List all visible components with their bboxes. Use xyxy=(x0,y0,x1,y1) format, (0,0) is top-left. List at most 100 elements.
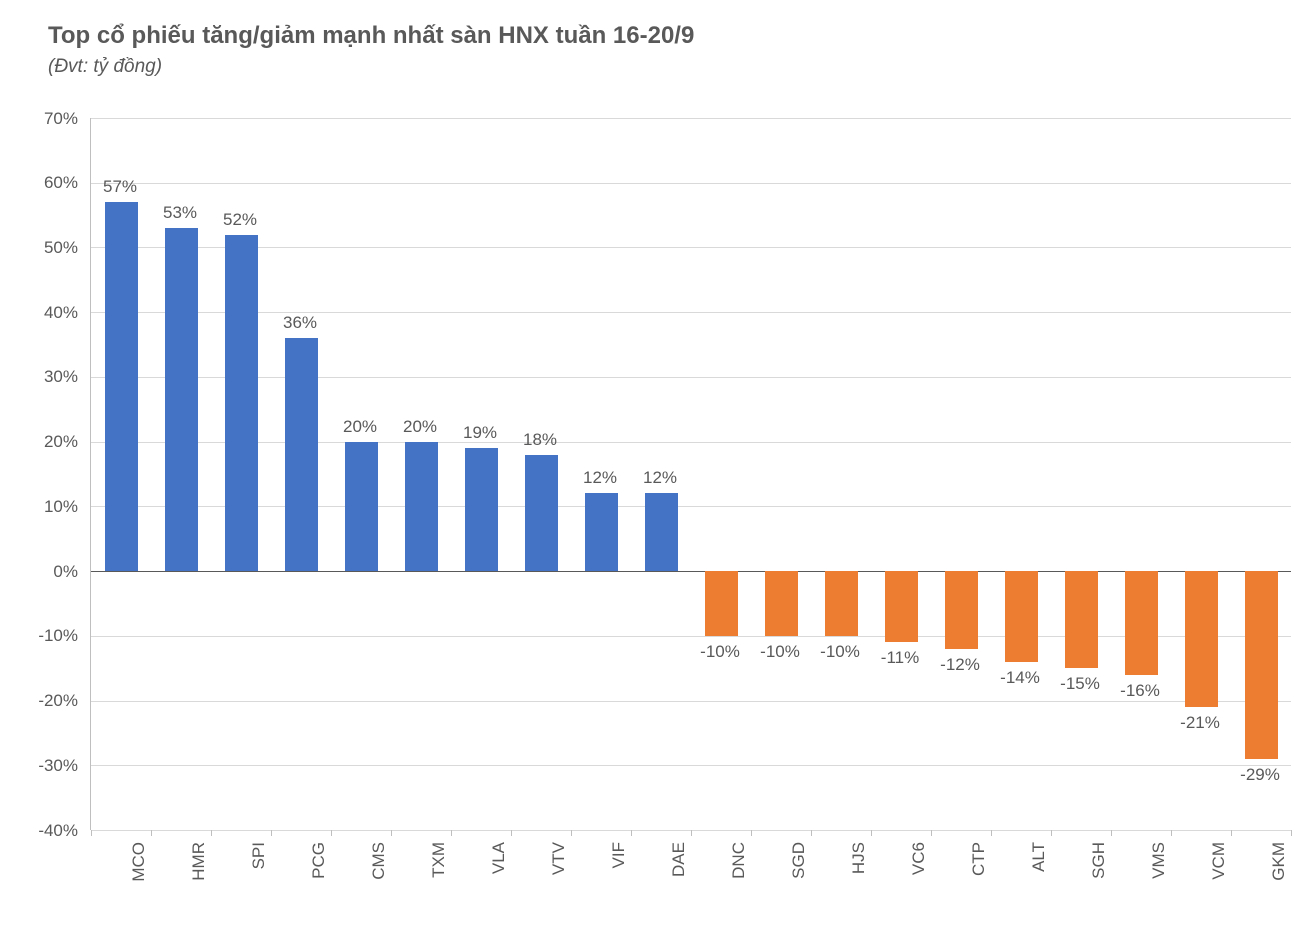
bar xyxy=(1185,571,1218,707)
y-tick-label: 0% xyxy=(0,562,78,582)
bar xyxy=(765,571,798,636)
chart-title: Top cổ phiếu tăng/giảm mạnh nhất sàn HNX… xyxy=(48,22,694,50)
x-tick-label: SGD xyxy=(789,842,809,942)
data-label: 36% xyxy=(270,313,330,333)
data-label: -10% xyxy=(810,642,870,662)
data-label: -12% xyxy=(930,655,990,675)
y-tick-label: -20% xyxy=(0,691,78,711)
x-tick-label: SGH xyxy=(1089,842,1109,942)
data-label: 52% xyxy=(210,210,270,230)
x-tick-mark xyxy=(811,830,812,836)
x-tick-mark xyxy=(1111,830,1112,836)
data-label: 53% xyxy=(150,203,210,223)
x-tick-mark xyxy=(511,830,512,836)
bar xyxy=(885,571,918,642)
x-tick-label: VTV xyxy=(549,842,569,942)
bar xyxy=(1005,571,1038,662)
x-tick-label: VIF xyxy=(609,842,629,942)
x-tick-label: DAE xyxy=(669,842,689,942)
x-tick-mark xyxy=(211,830,212,836)
x-tick-label: SPI xyxy=(249,842,269,942)
x-tick-mark xyxy=(931,830,932,836)
bar-chart: Top cổ phiếu tăng/giảm mạnh nhất sàn HNX… xyxy=(0,0,1310,928)
data-label: -10% xyxy=(690,642,750,662)
y-tick-label: 30% xyxy=(0,367,78,387)
data-label: -15% xyxy=(1050,674,1110,694)
x-tick-label: CMS xyxy=(369,842,389,942)
plot-area xyxy=(90,118,1291,830)
x-tick-label: ALT xyxy=(1029,842,1049,942)
x-tick-label: TXM xyxy=(429,842,449,942)
x-tick-label: PCG xyxy=(309,842,329,942)
data-label: -14% xyxy=(990,668,1050,688)
gridline xyxy=(91,247,1291,248)
x-tick-mark xyxy=(991,830,992,836)
x-tick-mark xyxy=(1291,830,1292,836)
x-tick-mark xyxy=(91,830,92,836)
bar xyxy=(1065,571,1098,668)
gridline xyxy=(91,701,1291,702)
gridline xyxy=(91,636,1291,637)
data-label: 20% xyxy=(390,417,450,437)
data-label: 57% xyxy=(90,177,150,197)
bar xyxy=(105,202,138,571)
gridline xyxy=(91,765,1291,766)
bar xyxy=(645,493,678,571)
bar xyxy=(1245,571,1278,759)
x-tick-label: CTP xyxy=(969,842,989,942)
x-tick-mark xyxy=(871,830,872,836)
data-label: 18% xyxy=(510,430,570,450)
data-label: -29% xyxy=(1230,765,1290,785)
bar xyxy=(945,571,978,649)
gridline xyxy=(91,506,1291,507)
x-tick-mark xyxy=(631,830,632,836)
bar xyxy=(285,338,318,571)
x-tick-label: GKM xyxy=(1269,842,1289,942)
y-tick-label: -40% xyxy=(0,821,78,841)
x-tick-mark xyxy=(451,830,452,836)
x-tick-label: HMR xyxy=(189,842,209,942)
bar xyxy=(585,493,618,571)
x-tick-label: MCO xyxy=(129,842,149,942)
data-label: -10% xyxy=(750,642,810,662)
y-tick-label: 50% xyxy=(0,238,78,258)
y-tick-label: -30% xyxy=(0,756,78,776)
x-tick-label: DNC xyxy=(729,842,749,942)
x-tick-mark xyxy=(571,830,572,836)
data-label: 12% xyxy=(630,468,690,488)
data-label: 20% xyxy=(330,417,390,437)
data-label: -21% xyxy=(1170,713,1230,733)
x-tick-label: VCM xyxy=(1209,842,1229,942)
x-tick-mark xyxy=(1231,830,1232,836)
x-tick-label: VC6 xyxy=(909,842,929,942)
x-tick-mark xyxy=(391,830,392,836)
x-tick-label: HJS xyxy=(849,842,869,942)
x-tick-mark xyxy=(1171,830,1172,836)
gridline xyxy=(91,118,1291,119)
x-tick-mark xyxy=(751,830,752,836)
y-tick-label: 70% xyxy=(0,109,78,129)
gridline xyxy=(91,442,1291,443)
y-tick-label: 20% xyxy=(0,432,78,452)
x-tick-label: VMS xyxy=(1149,842,1169,942)
bar xyxy=(1125,571,1158,675)
bar xyxy=(825,571,858,636)
y-tick-label: 10% xyxy=(0,497,78,517)
gridline xyxy=(91,571,1291,572)
data-label: 12% xyxy=(570,468,630,488)
gridline xyxy=(91,183,1291,184)
y-tick-label: 60% xyxy=(0,173,78,193)
x-tick-mark xyxy=(331,830,332,836)
x-tick-label: VLA xyxy=(489,842,509,942)
data-label: -11% xyxy=(870,648,930,668)
gridline xyxy=(91,377,1291,378)
y-tick-label: 40% xyxy=(0,303,78,323)
data-label: -16% xyxy=(1110,681,1170,701)
data-label: 19% xyxy=(450,423,510,443)
x-tick-mark xyxy=(1051,830,1052,836)
bar xyxy=(165,228,198,571)
x-tick-mark xyxy=(691,830,692,836)
y-tick-label: -10% xyxy=(0,626,78,646)
bar xyxy=(525,455,558,572)
bar xyxy=(405,442,438,571)
